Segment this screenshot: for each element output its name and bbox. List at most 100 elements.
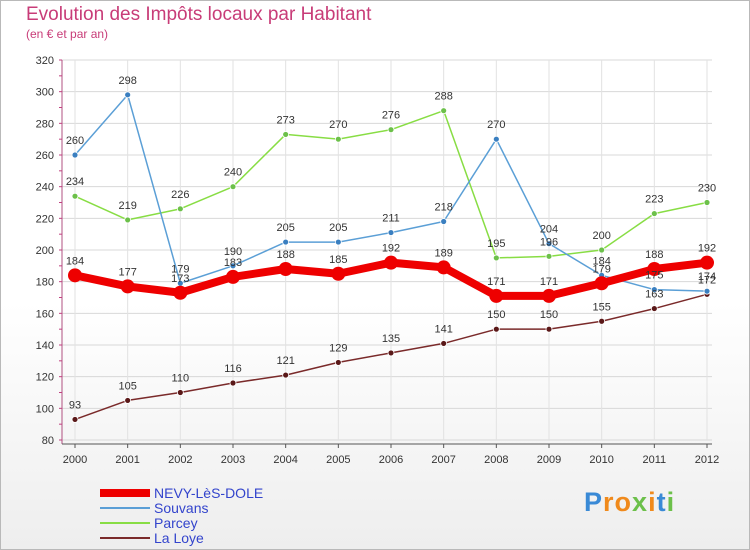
brand-letter: x	[632, 487, 649, 517]
data-label: 273	[276, 114, 294, 126]
data-label: 116	[224, 363, 242, 375]
brand-letter: t	[656, 487, 667, 517]
y-tick-label: 220	[36, 213, 54, 225]
data-point	[176, 389, 184, 396]
data-label: 135	[382, 333, 400, 345]
data-point	[387, 349, 395, 357]
y-tick-label: 240	[36, 182, 54, 194]
data-label: 195	[487, 238, 505, 250]
legend-swatch	[100, 537, 150, 539]
data-label: 177	[118, 266, 136, 278]
data-point	[542, 288, 556, 303]
y-tick-label: 320	[36, 55, 54, 67]
data-point	[387, 229, 395, 236]
data-point	[278, 262, 293, 276]
data-point	[650, 305, 658, 312]
legend-label: Parcey	[154, 515, 198, 531]
data-label: 179	[592, 263, 610, 275]
data-point	[492, 135, 500, 143]
data-label: 184	[592, 255, 610, 267]
data-label: 218	[434, 202, 452, 214]
data-label: 211	[382, 213, 400, 225]
y-tick-label: 140	[36, 340, 54, 352]
x-tick-label: 2001	[115, 454, 139, 466]
data-label: 155	[592, 301, 610, 313]
legend-label: NEVY-LèS-DOLE	[154, 485, 264, 501]
data-point	[440, 107, 448, 115]
legend-item-la-loye: La Loye	[100, 530, 300, 546]
data-label: 270	[487, 119, 505, 131]
data-point	[440, 218, 448, 225]
data-label: 200	[592, 230, 610, 242]
legend-item-nevy: NEVY-LèS-DOLE	[100, 485, 300, 501]
data-point	[594, 276, 609, 291]
data-point	[124, 397, 132, 404]
data-point	[331, 266, 346, 281]
data-label: 219	[118, 200, 136, 212]
data-point	[229, 379, 237, 387]
brand-letter: P	[584, 487, 604, 517]
data-label: 288	[434, 91, 452, 103]
data-label: 205	[329, 222, 347, 234]
legend-swatch	[100, 507, 150, 509]
data-point	[282, 131, 290, 138]
y-tick-label: 280	[36, 118, 54, 130]
data-point	[492, 325, 500, 333]
data-point	[647, 262, 662, 276]
x-tick-label: 2010	[589, 454, 613, 466]
data-label: 174	[698, 271, 716, 283]
data-label: 93	[69, 399, 81, 411]
x-tick-label: 2005	[326, 454, 350, 466]
data-point	[282, 238, 290, 246]
data-point	[71, 151, 79, 159]
data-label: 172	[698, 274, 716, 286]
data-point	[226, 269, 240, 284]
brand-letter: i	[666, 487, 676, 517]
data-label: 175	[645, 270, 663, 282]
data-label: 230	[698, 183, 716, 195]
data-label: 192	[382, 243, 400, 255]
data-point	[492, 254, 500, 262]
brand-letter: r	[603, 487, 615, 517]
data-point	[68, 268, 82, 283]
data-label: 298	[118, 75, 136, 87]
data-label: 171	[540, 276, 558, 288]
data-point	[334, 135, 342, 143]
data-label: 188	[276, 249, 294, 261]
data-label: 270	[329, 119, 347, 131]
legend-item-parcey: Parcey	[100, 515, 300, 531]
data-label: 173	[171, 273, 189, 285]
data-label: 192	[698, 243, 716, 255]
data-label: 185	[329, 254, 347, 266]
y-tick-label: 80	[42, 435, 54, 447]
y-tick-label: 300	[36, 87, 54, 99]
data-label: 188	[645, 249, 663, 261]
data-point	[387, 126, 395, 134]
data-point	[282, 371, 290, 379]
x-tick-label: 2003	[221, 454, 245, 466]
x-tick-label: 2011	[643, 454, 667, 466]
data-label: 110	[172, 373, 190, 385]
x-tick-label: 2006	[379, 454, 403, 466]
brand-letter: i	[648, 487, 657, 517]
data-point	[650, 210, 658, 217]
data-point	[700, 255, 714, 270]
data-point	[176, 205, 184, 213]
data-point	[598, 317, 606, 325]
chart-title: Evolution des Impôts locaux par Habitant	[26, 4, 372, 25]
data-label: 196	[540, 236, 558, 248]
data-point	[124, 91, 132, 99]
y-tick-label: 120	[36, 372, 54, 384]
x-tick-label: 2000	[63, 454, 87, 466]
x-tick-label: 2008	[484, 454, 508, 466]
y-tick-label: 260	[36, 150, 54, 162]
legend-item-souvans: Souvans	[100, 500, 300, 516]
data-label: 205	[276, 222, 294, 234]
data-label: 163	[645, 289, 663, 301]
data-label: 189	[434, 247, 452, 259]
x-tick-label: 2007	[431, 454, 455, 466]
legend-swatch	[100, 489, 150, 497]
data-label: 150	[540, 309, 558, 321]
data-point	[173, 285, 188, 300]
